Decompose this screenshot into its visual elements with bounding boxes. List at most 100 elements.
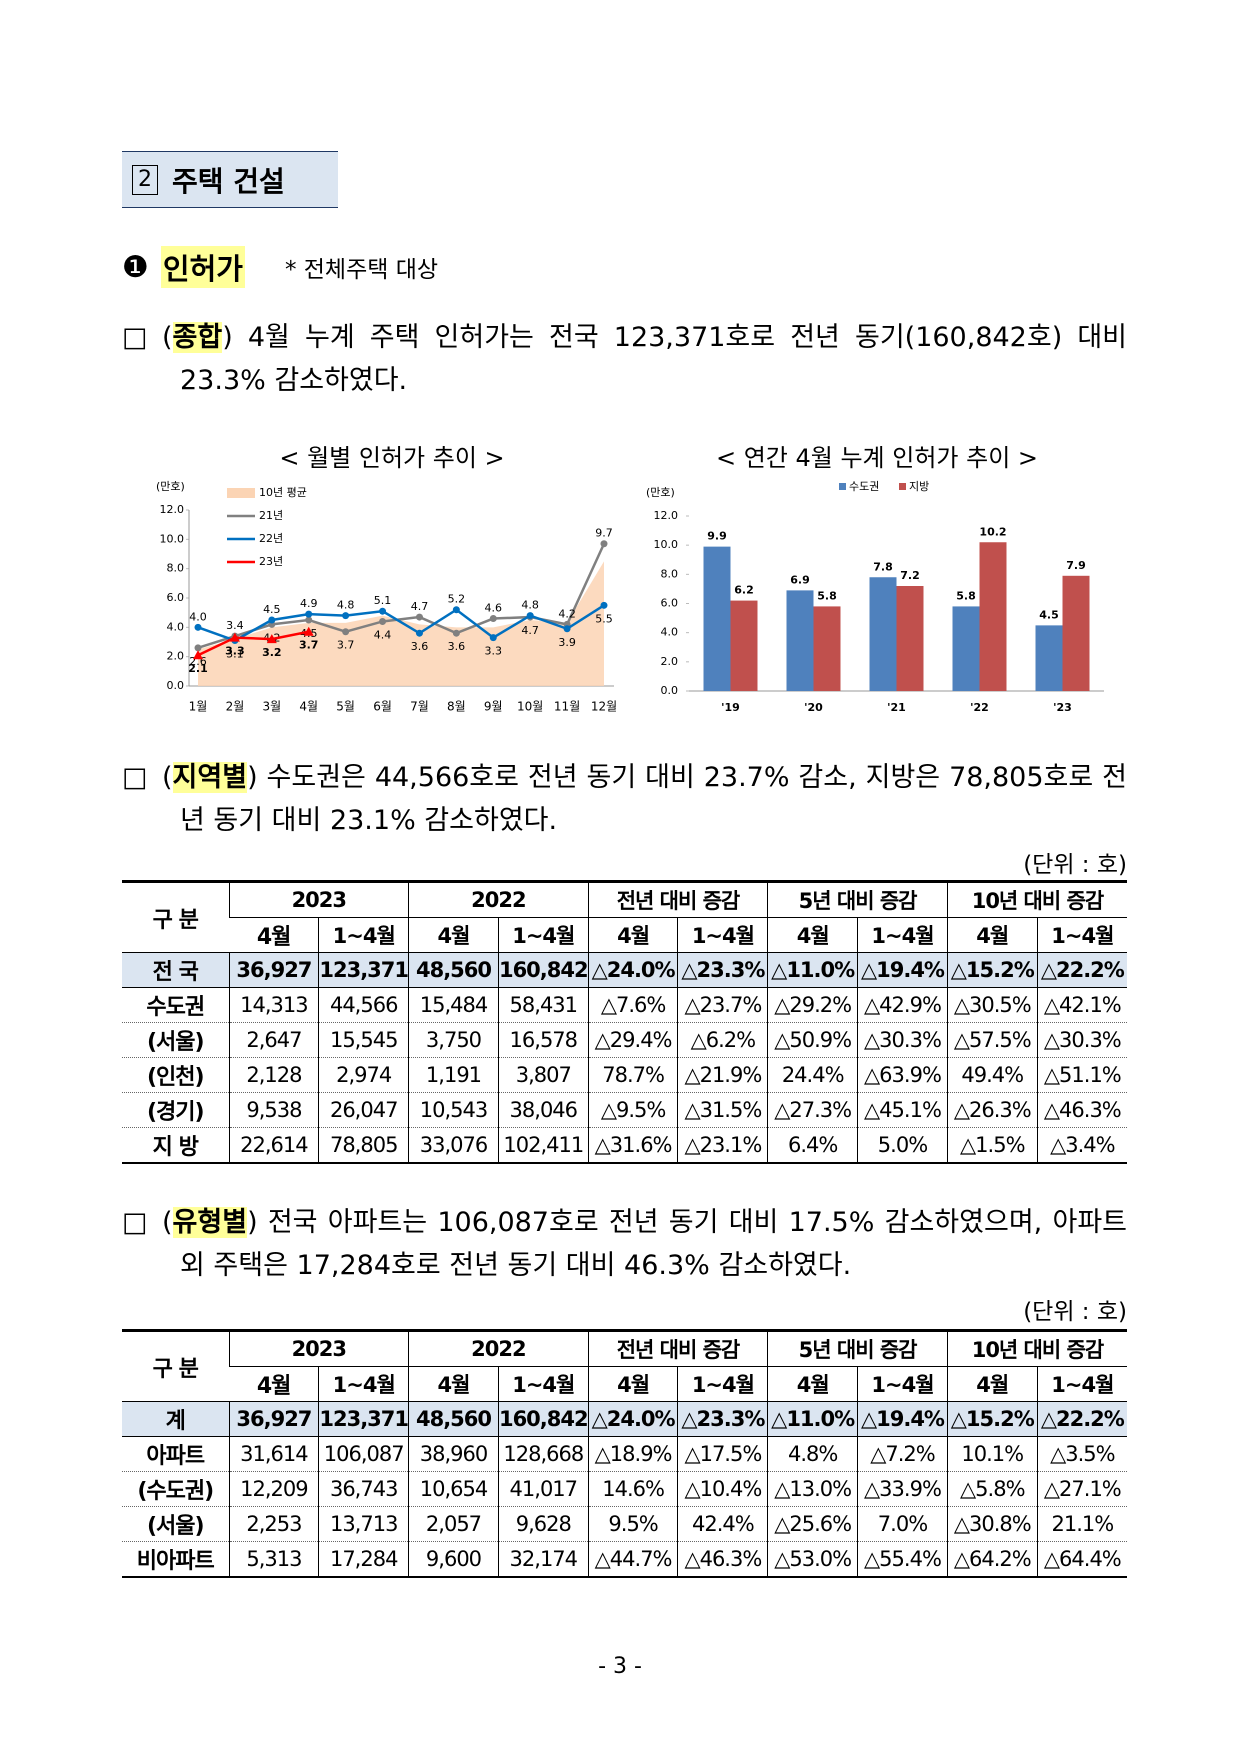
unit-label: (단위 : 호) (1023, 1299, 1127, 1325)
table-cell: 78,805 (318, 1127, 409, 1164)
table-cell: △23.7% (677, 987, 768, 1023)
y-tick-label: 6.0 (167, 591, 185, 604)
marker (266, 634, 277, 644)
row-header: (경기) (122, 1092, 229, 1128)
x-tick-label: 9월 (484, 700, 503, 714)
section-title: 주택 건설 (172, 164, 285, 198)
y-tick-label: 0.0 (661, 684, 679, 697)
header-cell: 1~4월 (1036, 917, 1127, 953)
table-cell: △64.4% (1036, 1541, 1127, 1578)
x-tick-label: 10월 (517, 700, 543, 714)
table-cell: △6.2% (677, 1022, 768, 1058)
table-cell: △7.6% (587, 987, 678, 1023)
data-label: 3.4 (226, 619, 244, 632)
x-tick-label: 5월 (336, 700, 355, 714)
table-body: 전 국 36,927 123,371 48,560 160,842 △24.0% △23.3… (122, 952, 1127, 1164)
table-cell: △29.4% (587, 1022, 678, 1058)
table-cell: 123,371 (318, 952, 409, 988)
header-cell: 4월 (767, 1366, 858, 1402)
table-cell: △15.2% (946, 1401, 1038, 1437)
table-cell: 32,174 (497, 1541, 589, 1578)
bar (813, 606, 841, 691)
legend-label: 10년 평균 (259, 486, 307, 499)
table-cell: 2,253 (228, 1506, 319, 1542)
y-tick-label: 12.0 (160, 503, 185, 516)
table-cell: △23.3% (677, 1401, 768, 1437)
header-cell: 전년 대비 증감 (587, 880, 768, 918)
data-label: 4.4 (374, 628, 392, 641)
row-header: (인천) (122, 1057, 229, 1093)
table-cell: △42.1% (1036, 987, 1127, 1023)
table-cell: 3,750 (408, 1022, 499, 1058)
legend-label: 22년 (259, 532, 283, 545)
table-cell: 123,371 (318, 1401, 409, 1437)
marker (342, 612, 350, 620)
unit-label: (단위 : 호) (1023, 852, 1127, 878)
table-cell: 58,431 (497, 987, 589, 1023)
table-cell: △23.1% (677, 1127, 768, 1164)
row-header: 지 방 (122, 1127, 229, 1164)
table-cell: △42.9% (857, 987, 948, 1023)
data-label: 4.6 (485, 602, 503, 615)
table-cell: △30.5% (946, 987, 1038, 1023)
table-cell: △22.2% (1036, 952, 1127, 988)
table-cell: 48,560 (408, 1401, 499, 1437)
line-chart: < 월별 인허가 추이 > (만호) 0.0 2.0 4.0 6.0 8.0 10.0 12.0… (156, 444, 617, 714)
y-tick-label: 8.0 (661, 567, 679, 580)
table-cell: 26,047 (318, 1092, 409, 1128)
table-cell: △26.3% (946, 1092, 1038, 1128)
header-cell: 4월 (408, 1366, 499, 1402)
table: 구 분 2023 2022 전년 대비 증감 5년 대비 증감 10년 대비 증감 4월 1~… (122, 880, 1127, 1164)
row-header: 수도권 (122, 987, 229, 1023)
header-cell: 구 분 (122, 1329, 229, 1402)
table-cell: △55.4% (857, 1541, 948, 1578)
data-label: 4.5 (1039, 608, 1059, 621)
data-label: 4.7 (411, 600, 429, 613)
table-cell: △31.6% (587, 1127, 678, 1164)
marker (379, 617, 387, 625)
data-label: 4.2 (558, 607, 576, 620)
table-cell: △19.4% (857, 952, 948, 988)
text: ( (162, 322, 173, 353)
marker (600, 540, 608, 548)
table-cell: △27.1% (1036, 1471, 1127, 1507)
row-header: (서울) (122, 1022, 229, 1058)
x-tick-label: 4월 (299, 700, 318, 714)
table-cell: △31.5% (677, 1092, 768, 1128)
table-cell: 21.1% (1036, 1506, 1127, 1542)
bar (979, 542, 1007, 691)
table-cell: 12,209 (228, 1471, 319, 1507)
x-tick-label: 8월 (447, 700, 466, 714)
x-tick-label: '20 (804, 701, 823, 714)
table-cell: 7.0% (857, 1506, 948, 1542)
section-number: 2 (132, 164, 158, 195)
header-cell: 2023 (228, 880, 409, 918)
table-head: 구 분 2023 2022 전년 대비 증감 5년 대비 증감 10년 대비 증감 4월 1~… (122, 1329, 1127, 1402)
table-row: 아파트 31,614 106,087 38,960 128,668 △18.9% △17.5… (122, 1436, 1127, 1472)
paragraph: □ (지역별) 수도권은 44,566호로 전년 동기 대비 23.7% 감소, … (122, 756, 1127, 842)
table-row: 계 36,927 123,371 48,560 160,842 △24.0% △23.3% △… (122, 1401, 1127, 1437)
marker (600, 601, 608, 609)
data-label: 5.8 (956, 589, 976, 602)
table-cell: 160,842 (497, 1401, 589, 1437)
table-body: 계 36,927 123,371 48,560 160,842 △24.0% △23.3% △… (122, 1401, 1127, 1578)
paragraph: □ (유형별) 전국 아파트는 106,087호로 전년 동기 대비 17.5% … (122, 1201, 1127, 1287)
marker (342, 628, 350, 636)
table-cell: △10.4% (677, 1471, 768, 1507)
text: ) 4월 누계 주택 인허가는 전국 123,371호로 전년 동기(160,8… (180, 322, 1127, 396)
table-cell: △30.8% (946, 1506, 1038, 1542)
x-tick-label: 2월 (226, 700, 245, 714)
x-tick-label: 11월 (554, 700, 580, 714)
table-cell: 41,017 (497, 1471, 589, 1507)
bullet: □ (122, 1207, 148, 1238)
data-label: 4.8 (337, 599, 355, 612)
table-row: (경기) 9,538 26,047 10,543 38,046 △9.5% △31.5% △2… (122, 1092, 1127, 1128)
marker (489, 615, 497, 623)
table-cell: △24.0% (587, 952, 678, 988)
table-cell: 9,538 (228, 1092, 319, 1128)
table-cell: △50.9% (767, 1022, 858, 1058)
table-cell: 16,578 (497, 1022, 589, 1058)
marker (526, 612, 534, 620)
table-cell: 10,543 (408, 1092, 499, 1128)
table-row: 수도권 14,313 44,566 15,484 58,431 △7.6% △23.7% △2… (122, 987, 1127, 1023)
